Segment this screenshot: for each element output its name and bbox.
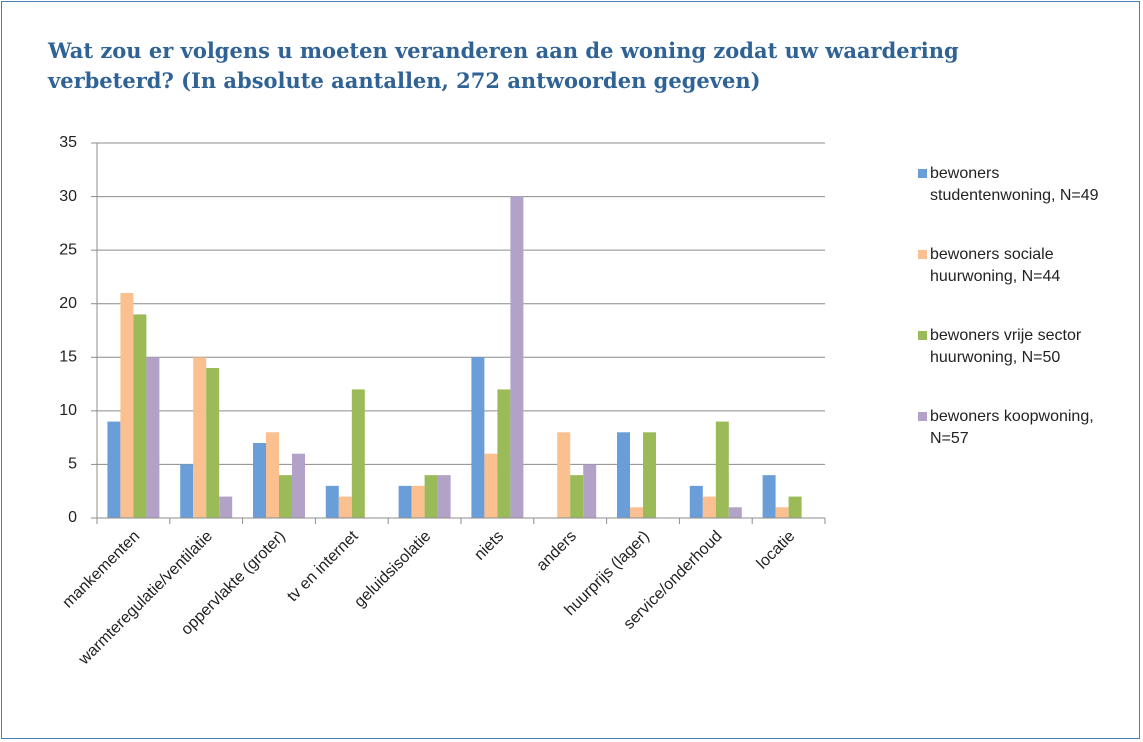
bar bbox=[715, 421, 729, 518]
y-tick-label: 35 bbox=[59, 134, 77, 151]
legend-swatch bbox=[918, 250, 927, 259]
bar bbox=[583, 464, 597, 518]
legend-item: bewoners vrije sector huurwoning, N=50 bbox=[918, 325, 1110, 369]
bar bbox=[617, 432, 630, 518]
bar bbox=[133, 314, 147, 518]
bar bbox=[292, 453, 305, 518]
bar bbox=[557, 432, 571, 518]
y-tick-label: 5 bbox=[68, 456, 77, 473]
legend-label: bewoners sociale huurwoning, N=44 bbox=[930, 246, 1061, 285]
bar bbox=[279, 475, 292, 518]
bar bbox=[120, 293, 134, 518]
x-tick-label: geluidsisolatie bbox=[351, 528, 434, 611]
bar bbox=[219, 496, 233, 518]
legend-item: bewoners koopwoning, N=57 bbox=[918, 406, 1110, 450]
bar bbox=[775, 507, 789, 518]
bar bbox=[643, 432, 656, 518]
bar bbox=[788, 496, 802, 518]
bar bbox=[728, 507, 742, 518]
bar bbox=[107, 421, 121, 518]
x-tick-label: locatie bbox=[754, 528, 799, 573]
x-tick-label: anders bbox=[533, 528, 580, 575]
x-tick-label: mankementen bbox=[59, 528, 143, 612]
legend-swatch bbox=[918, 331, 927, 340]
x-tick-label: niets bbox=[471, 528, 507, 564]
bar bbox=[146, 357, 160, 518]
bar bbox=[484, 453, 498, 518]
bar bbox=[689, 485, 703, 518]
bar bbox=[630, 507, 643, 518]
y-tick-label: 15 bbox=[59, 349, 77, 366]
bar bbox=[702, 496, 716, 518]
chart-title: Wat zou er volgens u moeten veranderen a… bbox=[48, 38, 959, 93]
bar bbox=[338, 496, 352, 518]
y-tick-label: 20 bbox=[59, 295, 77, 312]
bar bbox=[471, 357, 485, 518]
x-tick-label: warmteregulatie/ventilatie bbox=[75, 528, 216, 669]
bar bbox=[325, 485, 339, 518]
legend-label: bewoners studentenwoning, N=49 bbox=[930, 165, 1099, 204]
y-tick-label: 10 bbox=[59, 402, 77, 419]
bar bbox=[398, 485, 412, 518]
x-tick-label: tv en internet bbox=[284, 527, 362, 605]
y-tick-label: 0 bbox=[68, 509, 77, 526]
bar bbox=[437, 475, 451, 518]
legend-item: bewoners sociale huurwoning, N=44 bbox=[918, 244, 1110, 288]
legend-label: bewoners koopwoning, N=57 bbox=[930, 408, 1094, 447]
bar bbox=[762, 475, 776, 518]
legend-swatch bbox=[918, 169, 927, 178]
legend-label: bewoners vrije sector huurwoning, N=50 bbox=[930, 327, 1082, 366]
y-tick-label: 30 bbox=[59, 188, 77, 205]
bar bbox=[193, 357, 207, 518]
bar bbox=[411, 485, 425, 518]
bar bbox=[497, 389, 511, 518]
bar bbox=[206, 368, 220, 518]
legend-item: bewoners studentenwoning, N=49 bbox=[918, 163, 1110, 207]
bar bbox=[351, 389, 365, 518]
bar bbox=[253, 443, 266, 518]
bar bbox=[180, 464, 194, 518]
y-tick-label: 25 bbox=[59, 241, 77, 258]
bar bbox=[510, 196, 524, 519]
legend-swatch bbox=[918, 412, 927, 421]
bar bbox=[570, 475, 584, 518]
bar bbox=[424, 475, 438, 518]
bar bbox=[266, 432, 279, 518]
